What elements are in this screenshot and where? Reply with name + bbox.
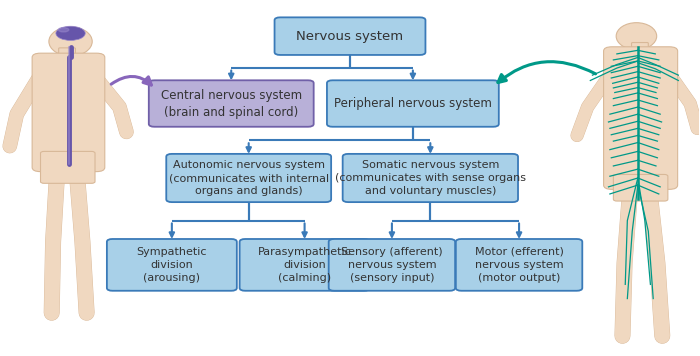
Text: Motor (efferent)
nervous system
(motor output): Motor (efferent) nervous system (motor o… [475, 247, 564, 283]
FancyBboxPatch shape [59, 48, 76, 58]
FancyBboxPatch shape [167, 154, 331, 202]
FancyBboxPatch shape [327, 80, 499, 127]
FancyBboxPatch shape [343, 154, 518, 202]
Text: Peripheral nervous system: Peripheral nervous system [334, 97, 492, 110]
FancyBboxPatch shape [603, 47, 678, 189]
Ellipse shape [58, 28, 69, 32]
FancyBboxPatch shape [613, 174, 668, 201]
FancyArrowPatch shape [111, 77, 151, 85]
FancyBboxPatch shape [456, 239, 582, 291]
FancyBboxPatch shape [107, 239, 237, 291]
Text: Sensory (afferent)
nervous system
(sensory input): Sensory (afferent) nervous system (senso… [341, 247, 442, 283]
FancyBboxPatch shape [41, 151, 95, 183]
Text: Central nervous system
(brain and spinal cord): Central nervous system (brain and spinal… [161, 89, 302, 119]
FancyBboxPatch shape [631, 42, 648, 52]
Ellipse shape [49, 27, 92, 56]
FancyArrowPatch shape [498, 62, 596, 83]
Ellipse shape [616, 23, 657, 49]
Text: Nervous system: Nervous system [296, 30, 404, 43]
FancyBboxPatch shape [239, 239, 370, 291]
Text: Sympathetic
division
(arousing): Sympathetic division (arousing) [136, 247, 207, 283]
Ellipse shape [56, 26, 85, 41]
FancyBboxPatch shape [274, 17, 426, 55]
FancyBboxPatch shape [149, 80, 314, 127]
Text: Parasympathetic
division
(calming): Parasympathetic division (calming) [258, 247, 351, 283]
FancyBboxPatch shape [32, 53, 105, 172]
Text: Somatic nervous system
(communicates with sense organs
and voluntary muscles): Somatic nervous system (communicates wit… [335, 160, 526, 196]
FancyBboxPatch shape [329, 239, 455, 291]
Text: Autonomic nervous system
(communicates with internal
organs and glands): Autonomic nervous system (communicates w… [169, 160, 329, 196]
